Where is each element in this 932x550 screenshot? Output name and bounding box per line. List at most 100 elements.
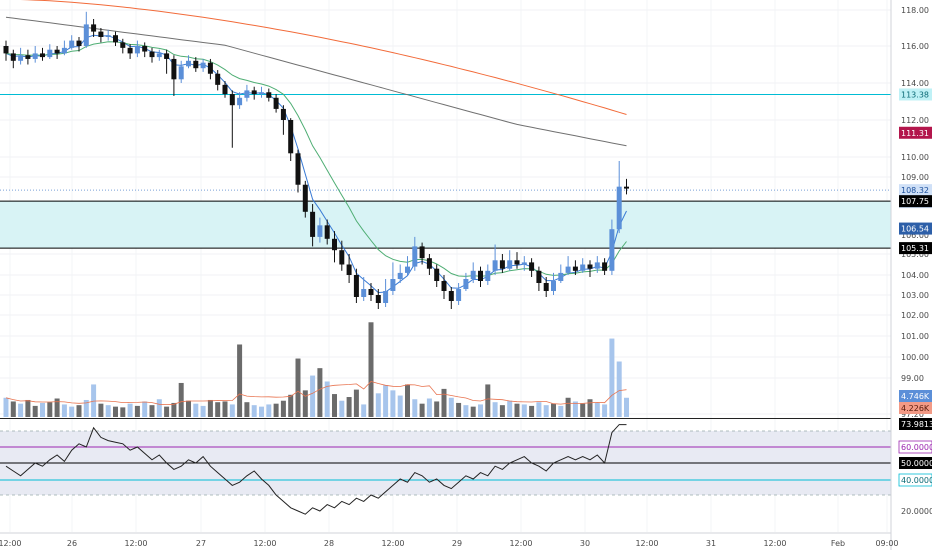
time-tick-label: 12:00 [0,539,22,548]
candle[interactable] [602,258,608,275]
candle[interactable] [54,46,60,59]
candle[interactable] [485,264,491,286]
moving-average-lines [5,0,627,294]
candle[interactable] [448,287,454,309]
candle[interactable] [507,250,513,271]
time-tick-label: 12:00 [124,539,147,548]
candle[interactable] [47,44,53,59]
candle[interactable] [368,283,374,301]
candle-body [207,62,213,74]
candle[interactable] [251,86,257,100]
candle[interactable] [558,264,564,284]
candle[interactable] [551,272,556,295]
candle[interactable] [25,49,31,65]
candle[interactable] [405,256,410,275]
candle[interactable] [200,58,206,72]
candle[interactable] [478,266,483,287]
candle[interactable] [18,47,24,65]
candle[interactable] [178,60,184,83]
candle[interactable] [470,262,476,283]
candle[interactable] [207,58,213,80]
candle[interactable] [280,105,286,135]
candle[interactable] [266,88,272,102]
candle[interactable] [113,31,118,46]
candle[interactable] [361,277,367,301]
candle[interactable] [83,11,89,48]
candle[interactable] [134,40,140,58]
candle[interactable] [302,180,308,218]
candle[interactable] [222,81,228,98]
candle[interactable] [580,258,586,273]
candle[interactable] [127,44,133,59]
volume-bar [609,338,615,417]
candle[interactable] [186,55,191,69]
candle[interactable] [98,28,104,43]
candle[interactable] [164,49,170,74]
candle[interactable] [339,240,345,271]
candle[interactable] [419,242,425,265]
candle-body [324,225,330,239]
candle[interactable] [463,272,469,291]
candle[interactable] [40,47,45,61]
candle[interactable] [120,38,126,54]
candle[interactable] [142,42,148,58]
candle[interactable] [624,178,629,195]
candle[interactable] [76,37,82,52]
candle[interactable] [3,40,9,61]
candle[interactable] [441,275,447,299]
candle[interactable] [609,219,615,275]
candle[interactable] [492,244,498,276]
candle[interactable] [10,49,16,69]
candle[interactable] [259,86,264,98]
candle[interactable] [543,277,549,297]
candle-body [558,272,564,281]
candle[interactable] [572,260,578,275]
candle[interactable] [32,46,38,63]
candle[interactable] [390,262,396,295]
candle[interactable] [332,231,337,263]
candle[interactable] [353,268,359,303]
candle[interactable] [215,70,221,91]
candle[interactable] [434,264,440,288]
candle[interactable] [514,252,520,269]
candle[interactable] [273,94,279,113]
candle[interactable] [456,283,462,305]
candle[interactable] [229,90,235,148]
candle[interactable] [412,236,418,271]
candle[interactable] [383,279,389,307]
candle[interactable] [499,254,505,273]
candle[interactable] [105,29,111,41]
candle[interactable] [324,219,330,245]
candlestick-series[interactable] [3,11,630,309]
candle[interactable] [288,118,294,161]
candle[interactable] [295,149,301,193]
candle[interactable] [346,254,352,283]
candle[interactable] [171,55,177,96]
candle[interactable] [375,289,381,309]
candle[interactable] [61,40,67,56]
volume-bar [580,403,586,417]
candle[interactable] [426,254,432,275]
candle[interactable] [536,266,542,291]
candle[interactable] [244,84,250,102]
price-axis[interactable]: 118.00 116.00 114.00 112.00 110.00 109.00 106.… [890,0,929,550]
candle[interactable] [149,47,155,63]
candle[interactable] [587,260,593,277]
candle[interactable] [397,264,403,284]
candle[interactable] [521,256,527,271]
candle-body [426,258,432,269]
candle[interactable] [69,35,75,50]
candle[interactable] [565,256,571,275]
candle[interactable] [616,161,622,234]
candle[interactable] [237,92,243,109]
candle[interactable] [529,258,535,277]
candle[interactable] [317,217,323,243]
candle[interactable] [310,204,316,247]
candle[interactable] [594,256,600,273]
candle[interactable] [91,19,97,37]
candle[interactable] [193,57,199,72]
candle-body [551,281,556,291]
candle[interactable] [156,49,162,61]
time-axis[interactable]: 12:00 26 12:00 27 12:00 28 12:00 29 12:00 30 12:00… [0,532,899,548]
